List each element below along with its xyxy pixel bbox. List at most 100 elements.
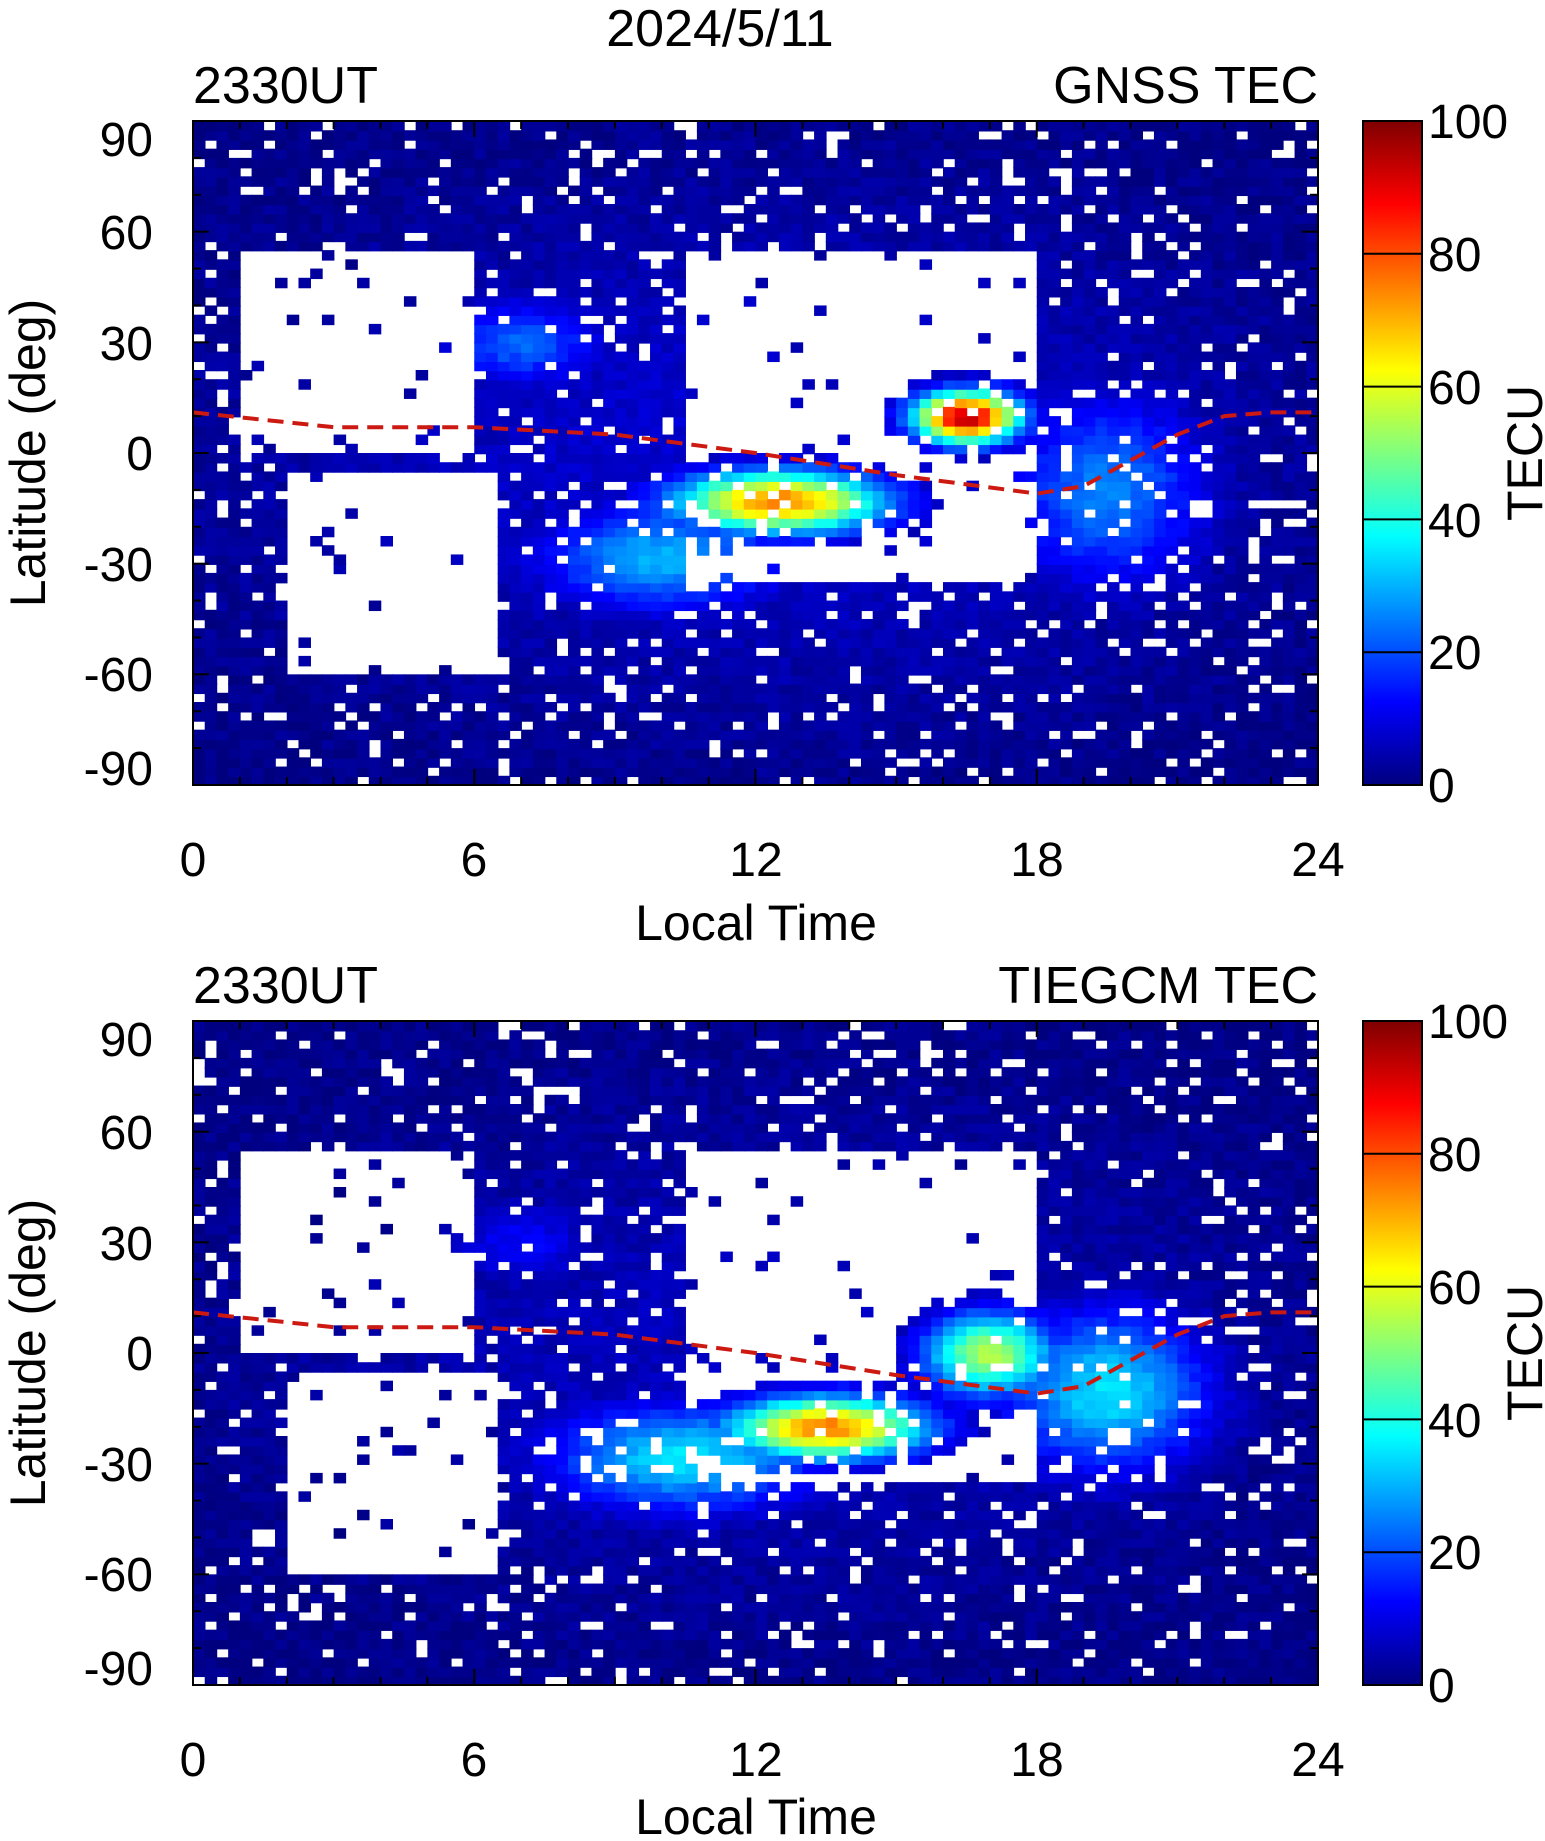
- tec-cell: [275, 572, 288, 584]
- tec-cell: [626, 609, 640, 621]
- tec-cell: [872, 619, 886, 630]
- tec-cell: [1294, 729, 1308, 741]
- tec-cell: [685, 619, 698, 630]
- tec-cell: [1142, 379, 1155, 390]
- tec-cell: [673, 711, 686, 722]
- tec-cell: [650, 167, 663, 178]
- tec-cell: [1071, 563, 1085, 575]
- tec-cell: [591, 379, 604, 390]
- tec-cell: [638, 277, 651, 289]
- tec-cell: [814, 462, 827, 473]
- tec-cell: [556, 213, 569, 224]
- tec-cell: [321, 213, 335, 224]
- tec-cell: [943, 130, 956, 141]
- tec-cell: [1177, 720, 1190, 731]
- tec-cell: [239, 600, 253, 612]
- tec-cell: [1235, 526, 1249, 538]
- tec-cell: [1212, 434, 1226, 446]
- tec-cell: [1095, 517, 1108, 529]
- tec-cell: [849, 231, 862, 243]
- tec-cell: [708, 711, 722, 722]
- tec-cell: [204, 766, 218, 778]
- tec-cell: [1095, 665, 1108, 676]
- tec-cell: [310, 462, 323, 473]
- tec-cell: [1212, 176, 1226, 187]
- tec-cell: [1306, 305, 1318, 316]
- tec-cell: [392, 711, 405, 722]
- tec-cell: [591, 434, 604, 446]
- tec-cell: [872, 600, 886, 612]
- tec-cell: [849, 121, 862, 132]
- tec-cell: [415, 176, 429, 187]
- tec-cell: [591, 268, 604, 280]
- tec-cell: [1025, 222, 1038, 233]
- tec-cell: [544, 333, 558, 344]
- tec-cell: [790, 157, 804, 169]
- tec-cell: [860, 139, 874, 150]
- tec-cell: [720, 526, 733, 538]
- tec-cell: [216, 1519, 229, 1530]
- tec-cell: [1071, 702, 1085, 713]
- tec-cell: [1306, 489, 1318, 501]
- tec-cell: [1247, 370, 1261, 381]
- tec-cell: [825, 213, 839, 224]
- tec-cell: [193, 563, 206, 575]
- tec-cell: [696, 121, 710, 132]
- tec-cell: [1036, 462, 1050, 473]
- tec-cell: [275, 462, 288, 473]
- tec-cell: [286, 157, 300, 169]
- tec-cell: [1177, 517, 1190, 529]
- tec-cell: [1036, 674, 1050, 685]
- tec-cell: [743, 121, 757, 132]
- tec-cell: [1165, 360, 1179, 372]
- tec-cell: [896, 748, 909, 759]
- tec-cell: [1060, 729, 1073, 741]
- tec-cell: [661, 130, 675, 141]
- tec-cell: [708, 674, 722, 685]
- tec-cell: [228, 517, 241, 529]
- tec-cell: [591, 222, 604, 233]
- tec-cell: [474, 204, 487, 215]
- tec-cell: [1001, 775, 1015, 785]
- tec-cell: [275, 729, 288, 741]
- tec-cell: [485, 425, 499, 436]
- tec-cell: [638, 268, 651, 280]
- tec-cell: [1095, 591, 1108, 602]
- tec-cell: [1130, 674, 1143, 685]
- tec-cell: [1025, 139, 1038, 150]
- tec-cell: [286, 185, 300, 197]
- tec-cell: [943, 148, 956, 160]
- tec-cell: [860, 222, 874, 233]
- tec-cell: [1153, 738, 1167, 750]
- tec-cell: [1095, 370, 1108, 381]
- tec-cell: [380, 121, 393, 132]
- tec-cell: [1013, 388, 1026, 399]
- tec-cell: [650, 628, 663, 639]
- tec-cell: [193, 259, 206, 270]
- tec-cell: [251, 766, 265, 778]
- tec-cell: [896, 508, 909, 519]
- tec-cell: [989, 637, 1003, 648]
- tec-cell: [251, 711, 265, 722]
- tec-cell: [1165, 766, 1179, 778]
- tec-cell: [556, 130, 569, 141]
- tec-cell: [1025, 757, 1038, 768]
- tec-cell: [790, 591, 804, 602]
- tec-cell: [614, 360, 628, 372]
- tec-cell: [1294, 536, 1308, 547]
- tec-cell: [943, 176, 956, 187]
- tec-cell: [193, 1546, 206, 1558]
- tec-cell: [1177, 416, 1190, 427]
- tec-cell: [485, 231, 499, 243]
- tec-cell: [1036, 379, 1050, 390]
- tec-cell: [1259, 323, 1272, 335]
- tec-cell: [907, 711, 921, 722]
- tec-cell: [1048, 609, 1061, 621]
- tec-cell: [931, 443, 944, 455]
- tec-cell: [556, 287, 569, 298]
- tec-cell: [650, 305, 663, 316]
- tec-cell: [673, 729, 686, 741]
- tec-cell: [603, 692, 616, 704]
- tec-cell: [978, 683, 991, 695]
- tec-cell: [228, 692, 241, 704]
